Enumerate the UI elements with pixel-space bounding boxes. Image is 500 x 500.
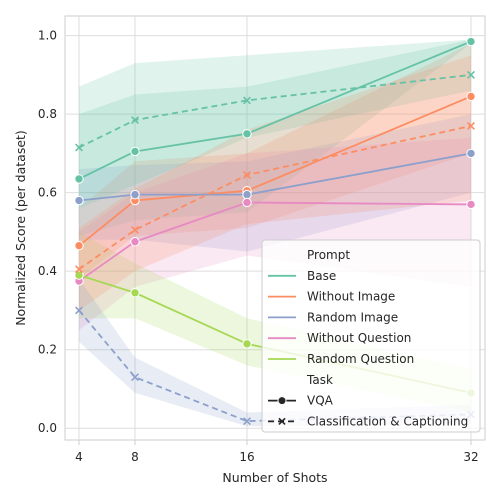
x-tick-labels: 4 8 16 32 bbox=[75, 450, 478, 464]
point-base-vqa bbox=[74, 174, 84, 184]
point-random-image-vqa bbox=[466, 148, 476, 159]
x-tick-label: 4 bbox=[75, 450, 83, 464]
band-without-image-classification-captioning bbox=[79, 55, 471, 311]
band-random-image-vqa bbox=[79, 114, 471, 252]
legend-marker-vqa bbox=[277, 396, 287, 406]
legend-label-base: Base bbox=[307, 269, 336, 283]
y-tick-label: 0.2 bbox=[38, 343, 57, 357]
band-without-question-vqa bbox=[79, 137, 471, 331]
legend-title-prompt: Prompt bbox=[307, 248, 350, 262]
point-base-classification-captioning bbox=[131, 116, 139, 125]
point-random-question-vqa bbox=[242, 339, 252, 349]
point-base-classification-captioning bbox=[467, 70, 475, 79]
band-without-image-vqa bbox=[79, 43, 471, 280]
y-tick-label: 1.0 bbox=[38, 29, 57, 43]
legend-label-without-question: Without Question bbox=[307, 331, 411, 345]
y-tick-label: 0.6 bbox=[38, 186, 57, 200]
x-tick-label: 16 bbox=[239, 450, 254, 464]
line-random-image-vqa bbox=[78, 152, 472, 202]
line-base-vqa bbox=[78, 40, 472, 180]
x-tick-label: 32 bbox=[463, 450, 478, 464]
band-random-image-classification-captioning bbox=[79, 279, 471, 427]
legend-label-random-image: Random Image bbox=[307, 310, 398, 324]
y-tick-labels: 0.0 0.2 0.4 0.6 0.8 1.0 bbox=[38, 29, 57, 436]
point-base-vqa bbox=[466, 36, 476, 47]
line-without-question-vqa bbox=[78, 201, 472, 282]
point-base-classification-captioning bbox=[243, 96, 251, 105]
line-without-image-classification-captioning bbox=[78, 125, 472, 270]
legend-label-classification-captioning: Classification & Captioning bbox=[307, 414, 468, 428]
line-base-classification-captioning bbox=[78, 73, 472, 149]
x-tick-label: 8 bbox=[131, 450, 139, 464]
point-random-image-classification-captioning bbox=[75, 306, 83, 315]
point-random-question-vqa bbox=[74, 270, 84, 280]
point-without-image-classification-captioning bbox=[131, 225, 139, 234]
point-random-image-vqa bbox=[74, 195, 84, 206]
point-base-classification-captioning bbox=[75, 143, 83, 152]
band-base-vqa bbox=[79, 39, 471, 236]
point-without-image-vqa bbox=[74, 240, 84, 251]
point-random-image-vqa bbox=[130, 189, 140, 200]
point-without-image-vqa bbox=[466, 91, 476, 102]
point-random-question-vqa bbox=[130, 288, 140, 298]
point-without-question-vqa bbox=[130, 237, 140, 247]
point-without-question-vqa bbox=[466, 199, 476, 210]
x-axis-label: Number of Shots bbox=[222, 470, 327, 485]
legend-label-without-image: Without Image bbox=[307, 290, 395, 304]
legend-label-vqa: VQA bbox=[307, 394, 334, 408]
point-base-vqa bbox=[242, 129, 252, 139]
point-base-vqa bbox=[130, 146, 140, 157]
y-tick-label: 0.0 bbox=[38, 421, 57, 435]
point-without-image-classification-captioning bbox=[467, 121, 475, 130]
point-without-image-classification-captioning bbox=[243, 171, 251, 179]
legend-box bbox=[261, 239, 481, 433]
point-without-question-vqa bbox=[242, 197, 252, 208]
y-tick-label: 0.4 bbox=[38, 264, 57, 278]
y-tick-label: 0.8 bbox=[38, 107, 57, 121]
point-without-image-classification-captioning bbox=[75, 265, 83, 274]
legend-label-random-question: Random Question bbox=[307, 352, 414, 366]
line-without-image-vqa bbox=[78, 95, 472, 247]
y-axis-label: Normalized Score (per dataset) bbox=[13, 130, 28, 326]
line-random-image-classification-captioning bbox=[78, 309, 472, 423]
legend-marker-classification-captioning bbox=[278, 417, 286, 426]
point-random-image-classification-captioning bbox=[131, 373, 139, 382]
legend-title-task: Task bbox=[306, 373, 333, 387]
point-random-image-classification-captioning bbox=[243, 417, 251, 426]
series-markers bbox=[74, 36, 476, 426]
legend: Prompt Base Without Image Random Image Witho… bbox=[261, 239, 481, 433]
point-random-image-vqa bbox=[242, 189, 252, 200]
